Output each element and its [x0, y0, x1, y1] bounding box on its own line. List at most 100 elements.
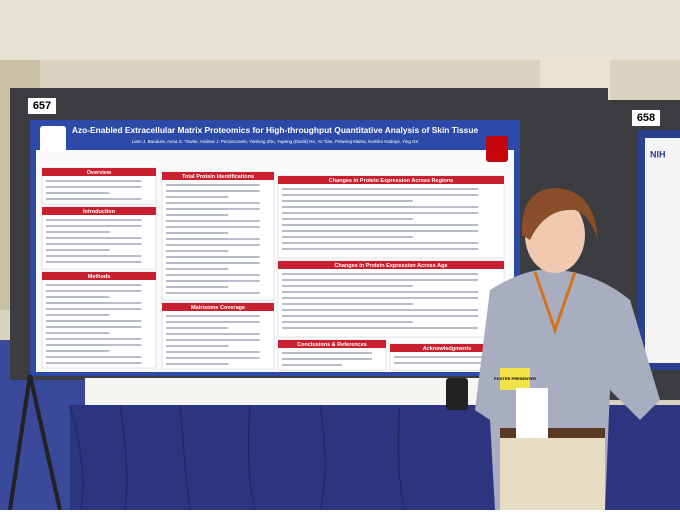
- logo: [486, 136, 508, 162]
- section-content: [166, 339, 260, 341]
- section-content: [46, 192, 110, 194]
- section-content: [282, 291, 479, 293]
- name-badge: [516, 388, 548, 438]
- section-header: [42, 168, 156, 176]
- section-content: [282, 236, 413, 238]
- ceiling: [0, 0, 680, 60]
- section-content: [46, 332, 110, 334]
- section-content: [46, 180, 142, 182]
- section-content: [166, 280, 260, 282]
- section-content: [46, 344, 142, 346]
- board-number: 658: [637, 112, 655, 124]
- section-content: [282, 200, 413, 202]
- badge-ribbon-text: POSTER PRESENTER: [494, 376, 536, 381]
- board-number-box: [632, 110, 660, 126]
- section-content: [282, 248, 479, 250]
- section-content: [282, 188, 479, 190]
- section-content: [282, 315, 479, 317]
- section-content: [282, 364, 342, 366]
- section-content: [166, 286, 229, 288]
- section-header: [42, 207, 156, 215]
- section-title: Total Protein Identifications: [182, 174, 254, 180]
- section-content: [46, 314, 110, 316]
- section-content: [282, 303, 413, 305]
- section-content: [282, 352, 372, 354]
- board-number-box: [28, 98, 56, 114]
- section-content: [166, 220, 260, 222]
- section-title: Conclusions & References: [297, 342, 367, 348]
- section-content: [46, 308, 142, 310]
- section-content: [46, 356, 142, 358]
- section-content: [282, 206, 479, 208]
- neighbor-poster-inner: [645, 138, 680, 363]
- section-content: [46, 296, 110, 298]
- section-content: [166, 256, 260, 258]
- section-content: [166, 333, 260, 335]
- section-content: [166, 327, 229, 329]
- section-panel: [161, 302, 275, 370]
- section-content: [166, 214, 229, 216]
- poster-title: Azo-Enabled Extracellular Matrix Proteom…: [72, 125, 479, 135]
- section-content: [166, 315, 260, 317]
- section-content: [282, 194, 479, 196]
- section-header: [162, 172, 274, 180]
- section-content: [166, 208, 260, 210]
- section-content: [282, 230, 479, 232]
- lanyard: [533, 271, 577, 335]
- ribbon: [500, 368, 530, 390]
- section-content: [282, 218, 413, 220]
- section-content: [166, 202, 260, 204]
- section-content: [166, 190, 260, 192]
- section-content: [46, 255, 142, 257]
- section-content: [166, 274, 260, 276]
- section-content: [282, 212, 479, 214]
- section-content: [282, 285, 413, 287]
- section-content: [46, 237, 142, 239]
- section-content: [46, 320, 142, 322]
- section-content: [46, 326, 142, 328]
- section-header: [390, 344, 504, 352]
- hair: [521, 188, 598, 240]
- section-title: Overview: [87, 170, 112, 176]
- logo: [40, 126, 66, 152]
- section-content: [166, 345, 229, 347]
- section-content: [166, 363, 229, 365]
- table-folds: [69, 404, 406, 511]
- section-title: Changes in Protein Expression Across Reg…: [329, 178, 454, 184]
- section-title: Matrisome Coverage: [191, 305, 245, 311]
- section-content: [166, 357, 260, 359]
- neighbor-poster-label: NIH: [650, 149, 666, 159]
- section-content: [166, 196, 229, 198]
- section-content: [46, 290, 142, 292]
- section-content: [46, 186, 142, 188]
- section-title: Changes in Protein Expression Across Age: [335, 263, 448, 269]
- section-title: Acknowledgments: [423, 346, 472, 352]
- section-content: [46, 338, 142, 340]
- section-content: [46, 231, 110, 233]
- section-content: [282, 297, 479, 299]
- section-content: [282, 309, 479, 311]
- section-content: [166, 184, 260, 186]
- section-content: [46, 362, 142, 364]
- section-content: [282, 224, 479, 226]
- section-header: [278, 261, 504, 269]
- section-header: [162, 303, 274, 311]
- section-content: [46, 302, 142, 304]
- section-content: [46, 198, 142, 200]
- section-content: [282, 321, 413, 323]
- section-content: [282, 279, 479, 281]
- easel: [8, 374, 62, 511]
- section-header: [278, 176, 504, 184]
- section-header: [42, 272, 156, 280]
- section-content: [46, 350, 110, 352]
- section-content: [166, 292, 260, 294]
- section-content: [166, 351, 260, 353]
- cup: [446, 378, 468, 410]
- section-title: Methods: [88, 274, 111, 280]
- poster-authors: Liam J. Bandura, Anna G. Towler, Andrew …: [132, 139, 419, 144]
- section-content: [46, 261, 142, 263]
- section-content: [282, 327, 479, 329]
- section-content: [166, 321, 260, 323]
- section-content: [46, 249, 110, 251]
